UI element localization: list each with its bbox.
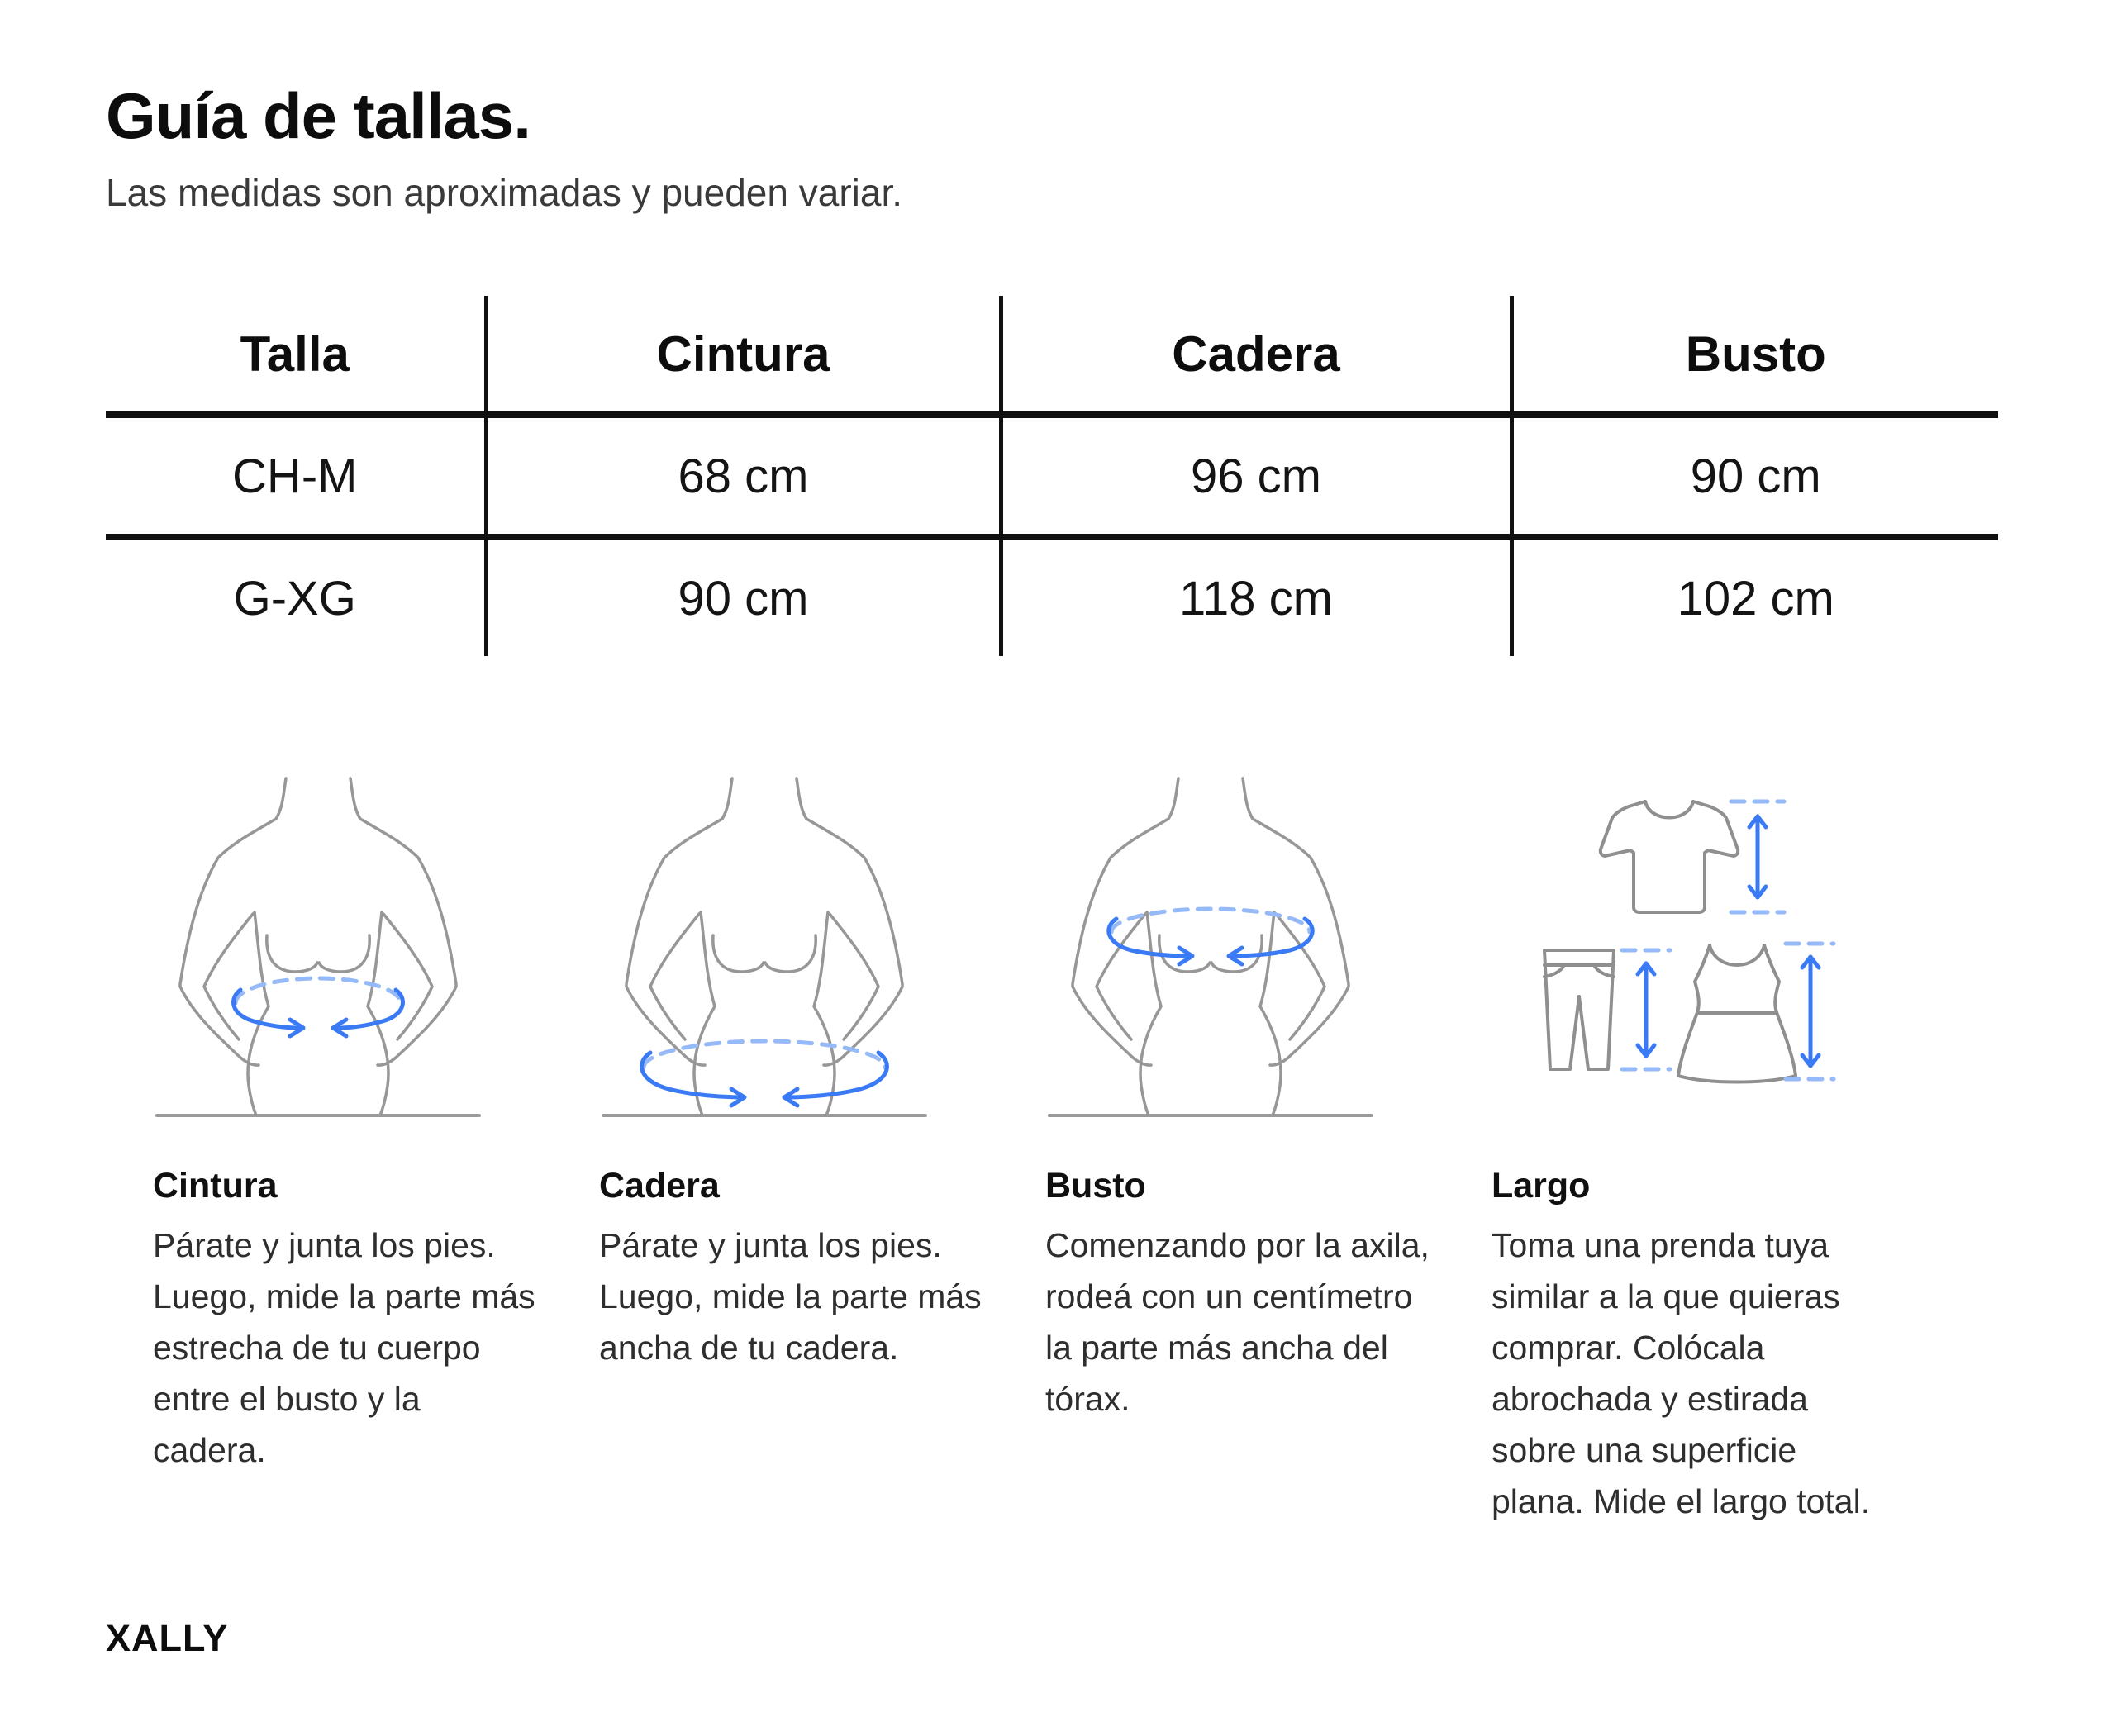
size-table-body: CH-M 68 cm 96 cm 90 cm G-XG 90 cm 118 cm…: [106, 415, 1998, 656]
cadera-illustration-wrap: [599, 773, 987, 1125]
measurement-guide-sections: Cintura Párate y junta los pies. Luego, …: [153, 773, 2103, 1579]
section-body: Párate y junta los pies. Luego, mide la …: [599, 1226, 982, 1367]
section-largo: Largo Toma una prenda tuya similar a la …: [1492, 773, 1880, 1579]
section-cintura: Cintura Párate y junta los pies. Luego, …: [153, 773, 541, 1579]
busto-illustration-wrap: [1045, 773, 1434, 1125]
largo-illustration-wrap: [1492, 773, 1880, 1125]
cell-busto: 102 cm: [1509, 537, 1998, 656]
page-footer: XALLY: [0, 1579, 2103, 1660]
tshirt-length-arrow: [1747, 814, 1768, 900]
torso-waist-measure-icon: [155, 777, 481, 1117]
size-table: Talla Cintura Cadera Busto CH-M 68 cm 96…: [106, 296, 1998, 656]
column-header-talla: Talla: [106, 296, 486, 418]
cell-cintura: 68 cm: [483, 415, 1001, 540]
cell-cadera: 118 cm: [998, 537, 1511, 656]
page-subtitle: Las medidas son aproximadas y pueden var…: [106, 171, 903, 214]
page-title: Guía de tallas.: [106, 79, 531, 152]
column-header-busto: Busto: [1509, 296, 1998, 418]
section-heading: Cintura: [153, 1166, 278, 1206]
garment-length-measure-icon: [1543, 799, 1836, 1084]
cell-talla: CH-M: [106, 415, 486, 540]
section-body: Comenzando por la axila, rodeá con un ce…: [1045, 1226, 1430, 1418]
section-heading: Largo: [1492, 1166, 1591, 1206]
page-header: Guía de tallas. Las medidas son aproxima…: [0, 0, 2103, 215]
table-row: G-XG 90 cm 118 cm 102 cm: [106, 537, 1998, 656]
section-heading: Busto: [1045, 1166, 1146, 1206]
size-table-header-row: Talla Cintura Cadera Busto: [106, 296, 1998, 418]
section-body: Párate y junta los pies. Luego, mide la …: [153, 1226, 535, 1469]
dress-length-arrow: [1800, 954, 1821, 1068]
cell-busto: 90 cm: [1509, 415, 1998, 540]
cintura-illustration-wrap: [153, 773, 541, 1125]
size-table-head: Talla Cintura Cadera Busto: [106, 296, 1998, 418]
section-body: Toma una prenda tuya similar a la que qu…: [1492, 1226, 1871, 1520]
cell-talla: G-XG: [233, 571, 356, 625]
torso-bust-measure-icon: [1048, 777, 1373, 1117]
section-heading: Cadera: [599, 1166, 720, 1206]
column-header-cintura: Cintura: [483, 296, 1001, 418]
torso-hip-measure-icon: [602, 777, 927, 1117]
section-cadera: Cadera Párate y junta los pies. Luego, m…: [599, 773, 987, 1579]
column-header-cadera: Cadera: [998, 296, 1511, 418]
cell-cadera: 96 cm: [998, 415, 1511, 540]
brand-logo: XALLY: [106, 1617, 229, 1659]
pants-length-arrow: [1635, 961, 1657, 1058]
table-row: CH-M 68 cm 96 cm 90 cm: [106, 415, 1998, 540]
pants-icon: [1543, 949, 1615, 1071]
cell-cintura: 90 cm: [483, 537, 1001, 656]
tshirt-icon: [1598, 800, 1740, 914]
dress-icon: [1677, 944, 1797, 1084]
section-busto: Busto Comenzando por la axila, rodeá con…: [1045, 773, 1434, 1579]
